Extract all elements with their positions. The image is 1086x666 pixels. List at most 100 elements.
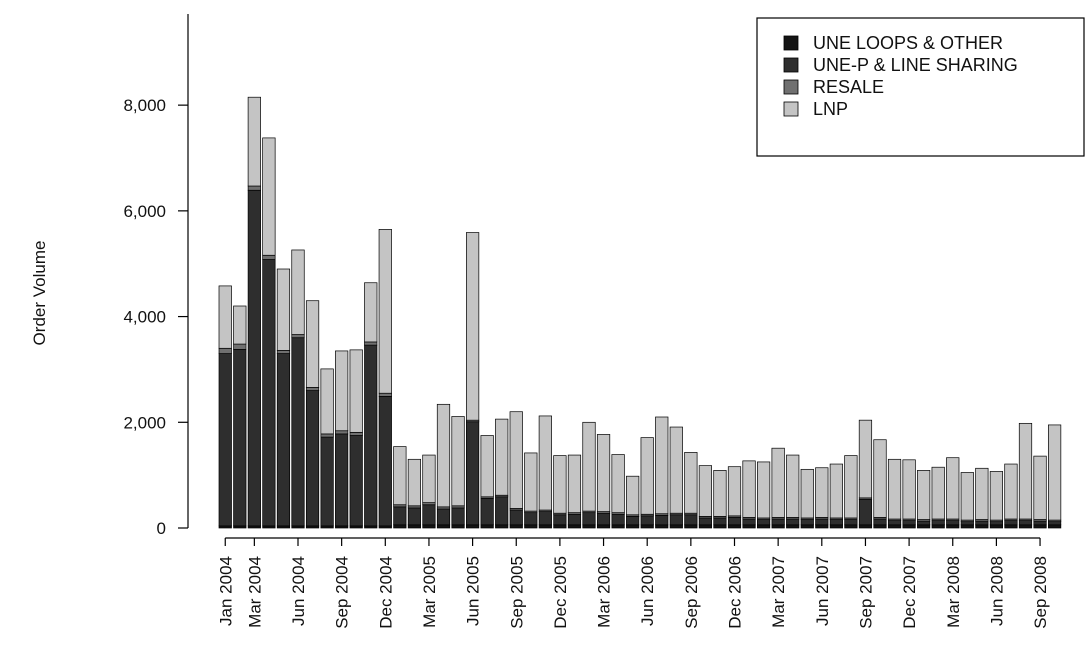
bar-segment-4-49 xyxy=(917,470,931,520)
bar-segment-4-27 xyxy=(596,434,611,512)
bar-segment-2-19 xyxy=(480,498,494,526)
bar-segment-4-6 xyxy=(291,249,305,335)
bar-segment-1-15 xyxy=(422,524,436,529)
bar-segment-2-10 xyxy=(349,435,363,527)
bar-segment-4-45 xyxy=(858,419,873,499)
bar-segment-4-53 xyxy=(975,467,989,520)
bar-segment-1-25 xyxy=(567,524,582,529)
bar-segment-2-50 xyxy=(931,520,945,526)
bar-segment-4-15 xyxy=(422,454,436,503)
bar-segment-2-38 xyxy=(756,519,771,526)
bar-segment-4-58 xyxy=(1047,424,1062,521)
bar-segment-4-21 xyxy=(509,411,523,509)
bar-segment-4-40 xyxy=(786,454,800,518)
bar-segment-1-24 xyxy=(553,524,567,529)
bar-segment-2-13 xyxy=(393,506,407,526)
legend-label: UNE-P & LINE SHARING xyxy=(813,55,1018,75)
x-tick-label: Jun 2008 xyxy=(987,556,1006,626)
bar-segment-2-21 xyxy=(509,509,523,526)
bar-segment-4-44 xyxy=(844,455,858,519)
bar-segment-1-54 xyxy=(989,524,1004,529)
bar-segment-2-31 xyxy=(655,514,669,526)
bar-segment-4-5 xyxy=(276,268,291,351)
x-tick-label: Dec 2006 xyxy=(726,556,745,629)
bar-segment-2-55 xyxy=(1004,520,1018,526)
bar-segment-4-24 xyxy=(553,455,567,514)
bar-segment-2-58 xyxy=(1047,521,1062,526)
bar-segment-4-23 xyxy=(538,415,552,511)
bar-segment-1-41 xyxy=(800,524,814,529)
bar-segment-1-42 xyxy=(815,524,829,529)
x-tick-label: Sep 2004 xyxy=(333,556,352,629)
x-tick-label: Jan 2004 xyxy=(216,556,235,626)
bar-segment-3-3 xyxy=(247,185,261,191)
y-tick-label: 6,000 xyxy=(123,202,166,221)
bar-segment-4-11 xyxy=(364,282,378,343)
bar-segment-1-46 xyxy=(873,524,887,529)
bar-segment-1-49 xyxy=(917,524,931,529)
bar-segment-2-41 xyxy=(800,519,814,526)
bar-segment-1-47 xyxy=(887,524,902,529)
bar-segment-2-11 xyxy=(364,344,378,527)
bar-segment-4-28 xyxy=(611,454,625,514)
bar-segment-1-40 xyxy=(786,524,800,529)
bar-segment-2-48 xyxy=(902,520,916,526)
bar-segment-2-30 xyxy=(640,515,654,526)
bar-segment-2-25 xyxy=(567,513,582,526)
bar-segment-4-10 xyxy=(349,349,363,433)
x-tick-label: Dec 2005 xyxy=(551,556,570,629)
bar-segment-2-40 xyxy=(786,518,800,526)
bar-segment-4-8 xyxy=(320,368,334,435)
bar-segment-3-4 xyxy=(262,254,276,260)
x-tick-label: Sep 2006 xyxy=(682,556,701,629)
y-axis-title: Order Volume xyxy=(30,241,49,346)
bar-segment-2-34 xyxy=(698,517,713,526)
bar-segment-4-50 xyxy=(931,466,945,520)
bar-segment-3-10 xyxy=(349,431,363,436)
bar-segment-4-32 xyxy=(669,426,683,514)
bar-segment-4-47 xyxy=(887,458,902,520)
bar-segment-2-56 xyxy=(1018,520,1033,526)
axes: 0 2,000 4,000 6,000 8,000 Jan 2004 Mar 2004 Jun… xyxy=(123,14,1050,629)
legend-label: LNP xyxy=(813,99,848,119)
x-tick-label: Mar 2008 xyxy=(944,556,963,628)
bar-segment-1-21 xyxy=(509,524,523,529)
bar-segment-4-18 xyxy=(466,232,480,421)
bar-segment-2-44 xyxy=(844,519,858,526)
bar-segment-1-32 xyxy=(669,524,683,529)
bar-segment-1-16 xyxy=(436,524,451,529)
bar-segment-1-37 xyxy=(742,524,756,529)
bar-segment-4-55 xyxy=(1004,463,1018,520)
bar-segment-2-42 xyxy=(815,518,829,526)
x-tick-label: Mar 2004 xyxy=(245,556,264,628)
bar-segment-1-55 xyxy=(1004,524,1018,529)
x-tick-label: Dec 2004 xyxy=(376,556,395,629)
bar-segment-4-14 xyxy=(407,458,421,507)
x-tick-label: Jun 2007 xyxy=(813,556,832,626)
bar-segment-2-26 xyxy=(582,512,596,526)
bar-segment-4-12 xyxy=(378,229,392,394)
bar-segment-2-45 xyxy=(858,499,873,526)
bar-segment-1-29 xyxy=(626,524,640,529)
bar-segment-1-14 xyxy=(407,524,421,529)
bar-segment-1-33 xyxy=(684,524,698,529)
bar-segment-2-39 xyxy=(771,518,785,526)
bar-segment-4-36 xyxy=(727,466,742,517)
bar-segment-2-32 xyxy=(669,514,683,526)
bar-segment-2-35 xyxy=(713,517,727,526)
bar-segment-2-3 xyxy=(247,189,261,527)
bar-segment-1-17 xyxy=(451,524,465,529)
bar-segment-1-39 xyxy=(771,524,785,529)
legend-swatch xyxy=(783,79,799,95)
x-tick-label: Mar 2005 xyxy=(420,556,439,628)
bar-segment-2-29 xyxy=(626,516,640,526)
bar-segment-2-36 xyxy=(727,517,742,526)
bar-segment-2-5 xyxy=(276,353,291,527)
bar-segment-4-54 xyxy=(989,471,1004,521)
bar-segment-4-2 xyxy=(233,305,247,345)
legend-swatch xyxy=(783,101,799,117)
bar-segment-3-1 xyxy=(218,347,232,354)
bar-segment-1-57 xyxy=(1033,524,1047,529)
